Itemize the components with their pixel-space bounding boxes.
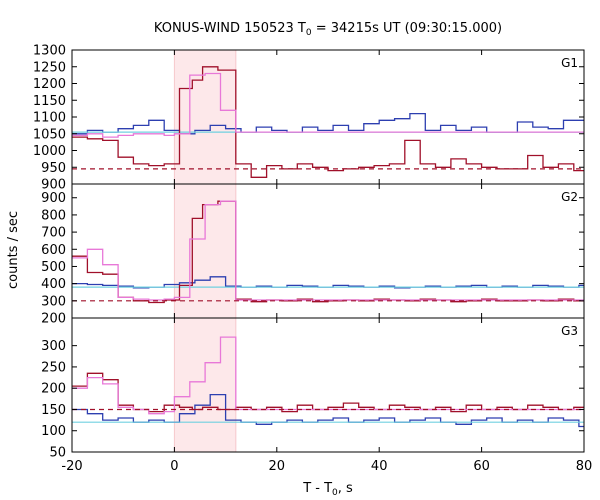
panel-frame bbox=[71, 317, 585, 453]
burst-interval-shade bbox=[174, 50, 236, 184]
series-dark_red-step bbox=[72, 372, 584, 413]
y-tick-label: 250 bbox=[41, 360, 66, 375]
y-tick-label: 600 bbox=[41, 243, 66, 258]
series-dark_red-step bbox=[72, 200, 584, 304]
x-tick-label: 40 bbox=[371, 459, 388, 474]
series-group bbox=[72, 200, 584, 304]
x-axis-label: T - T0, s bbox=[302, 481, 353, 498]
y-tick-label: 1100 bbox=[33, 111, 66, 126]
panel-label-g2: G2 bbox=[561, 190, 578, 204]
series-group bbox=[72, 336, 584, 428]
series-pink-step bbox=[72, 200, 584, 301]
series-pink-step bbox=[72, 336, 584, 415]
series-blue-step bbox=[72, 276, 584, 289]
y-tick-label: 900 bbox=[41, 178, 66, 193]
x-tick-label: 80 bbox=[576, 459, 593, 474]
panels-group: 9009501000105011001150120012501300G12003… bbox=[33, 44, 592, 475]
y-tick-label: 1050 bbox=[33, 127, 66, 142]
y-tick-label: 900 bbox=[41, 191, 66, 206]
x-tick-label: 0 bbox=[170, 459, 178, 474]
y-tick-label: 1300 bbox=[33, 44, 66, 59]
y-tick-label: 1150 bbox=[33, 94, 66, 109]
series-blue-step bbox=[72, 112, 584, 135]
y-tick-label: 1250 bbox=[33, 60, 66, 75]
x-tick-label: 60 bbox=[473, 459, 490, 474]
series-pink-step bbox=[72, 72, 584, 138]
x-tick-label: -20 bbox=[61, 459, 82, 474]
y-tick-label: 50 bbox=[49, 446, 66, 461]
y-tick-label: 400 bbox=[41, 277, 66, 292]
y-tick-label: 1200 bbox=[33, 77, 66, 92]
y-tick-label: 150 bbox=[41, 403, 66, 418]
y-tick-label: 100 bbox=[41, 424, 66, 439]
series-group bbox=[72, 66, 584, 178]
panel-label-g1: G1 bbox=[561, 56, 578, 70]
panel-g2: 200 300 400 500 600 700 800 900 G2 bbox=[41, 183, 585, 327]
series-dark_red-step bbox=[72, 66, 584, 178]
panel-g3: 50 100 150 200 250 300 G3 bbox=[41, 317, 585, 461]
burst-interval-shade bbox=[174, 318, 236, 452]
y-tick-label: 200 bbox=[41, 312, 66, 327]
y-axis-label: counts / sec bbox=[6, 211, 21, 289]
y-tick-label: 700 bbox=[41, 226, 66, 241]
y-tick-label: 300 bbox=[41, 294, 66, 309]
y-tick-label: 950 bbox=[41, 161, 66, 176]
y-tick-label: 1000 bbox=[33, 144, 66, 159]
y-tick-label: 800 bbox=[41, 208, 66, 223]
y-tick-label: 300 bbox=[41, 339, 66, 354]
y-tick-label: 500 bbox=[41, 260, 66, 275]
panel-label-g3: G3 bbox=[561, 324, 578, 338]
chart-title: KONUS-WIND 150523 T0 = 34215s UT (09:30:… bbox=[154, 21, 502, 38]
x-tick-label: 20 bbox=[269, 459, 286, 474]
y-tick-label: 200 bbox=[41, 382, 66, 397]
panel-frame bbox=[71, 183, 585, 319]
series-blue-step bbox=[72, 393, 584, 428]
